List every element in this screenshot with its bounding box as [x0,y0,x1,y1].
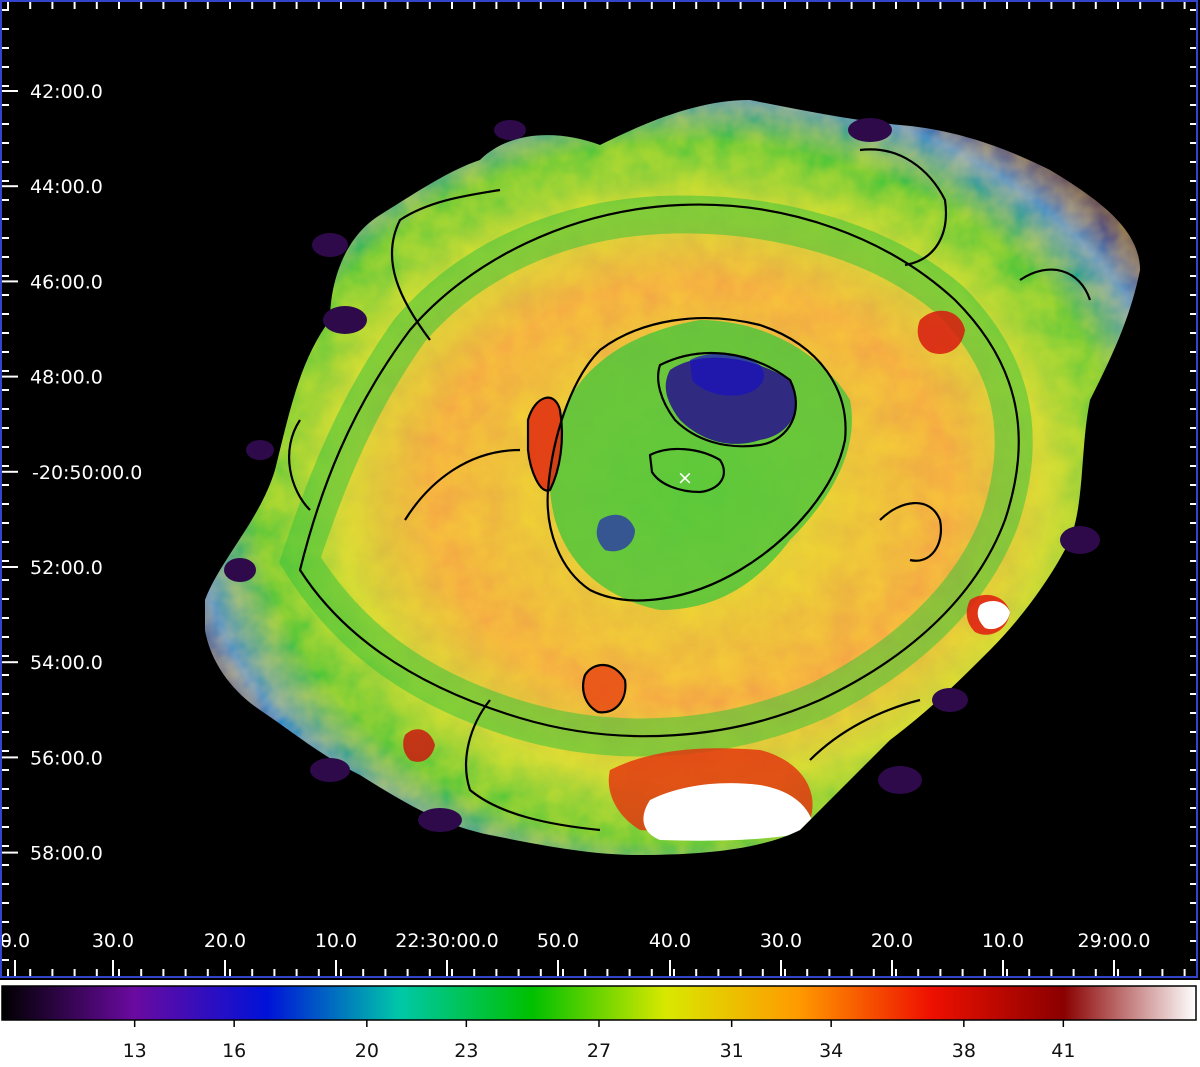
x-tick-label: 10.0 [315,930,357,952]
y-tick-label: 42:00.0 [30,81,103,103]
colorbar-ramp [1,985,1197,1021]
nebula-emission [205,100,1140,855]
colorbar-label: 13 [123,1040,147,1062]
axes: 42:00.0 44:00.0 46:00.0 48:00.0 -20:50:00.0 5… [0,2,1197,977]
y-tick-label: 54:00.0 [30,652,103,674]
x-tick-label: 22:30:00.0 [395,930,498,952]
colorbar-label: 16 [222,1040,246,1062]
frame-border [0,0,1198,978]
x-tick-label: 0.0 [0,930,30,952]
center-marker: × [677,467,693,489]
y-tick-label: 52:00.0 [30,557,103,579]
intensity-map: × 42:00.0 44:00.0 46:00.0 48:00.0 -20:50:00.… [0,0,1198,978]
colorbar-labels: 13 16 20 23 27 31 34 38 41 [123,1020,1075,1062]
y-tick-label: 58:00.0 [30,843,103,865]
x-tick-label: 10.0 [982,930,1024,952]
contour-lines [288,148,1092,832]
colorbar-label: 41 [1051,1040,1075,1062]
x-tick-label: 30.0 [760,930,802,952]
image-frame: × 42:00.0 44:00.0 46:00.0 48:00.0 -20:50:00.… [0,0,1200,980]
colorbar-label: 31 [720,1040,744,1062]
x-tick-label: 30.0 [92,930,134,952]
x-tick-label: 50.0 [537,930,579,952]
y-tick-label: -20:50:00.0 [32,462,142,484]
y-tick-label: 56:00.0 [30,747,103,769]
colorbar-label: 23 [454,1040,478,1062]
y-tick-label: 44:00.0 [30,176,103,198]
center-cross-marker: × [677,467,693,489]
x-tick-label: 20.0 [871,930,913,952]
x-tick-label: 29:00.0 [1078,930,1151,952]
x-tick-label: 20.0 [204,930,246,952]
colorbar-label: 38 [952,1040,976,1062]
colorbar: 13 16 20 23 27 31 34 38 41 [1,985,1197,1062]
colorbar-label: 34 [819,1040,843,1062]
colorbar-label: 27 [587,1040,611,1062]
y-tick-label: 48:00.0 [30,367,103,389]
colorbar-label: 20 [355,1040,379,1062]
y-tick-label: 46:00.0 [30,271,103,293]
x-tick-label: 40.0 [649,930,691,952]
